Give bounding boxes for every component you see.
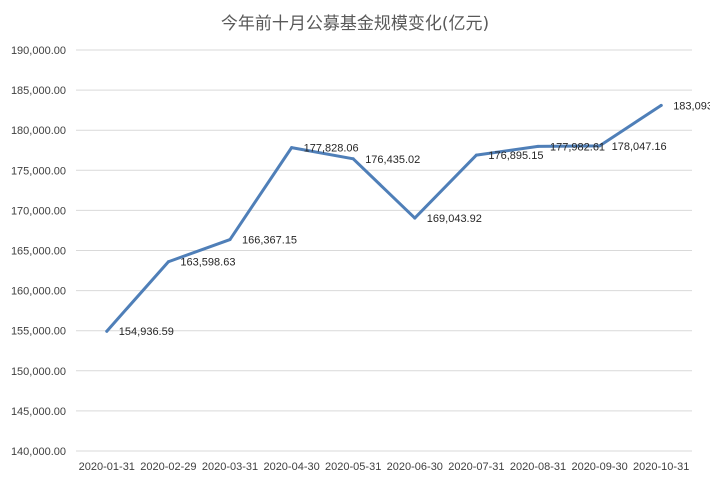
data-label: 163,598.63 [180,257,235,269]
x-tick-label: 2020-05-31 [325,461,381,473]
y-tick-label: 150,000.00 [11,366,66,378]
x-tick-label: 2020-02-29 [140,461,196,473]
data-label: 183,093.10 [673,100,710,112]
data-point [228,238,232,242]
x-tick-label: 2020-01-31 [79,461,135,473]
x-tick-label: 2020-04-30 [263,461,319,473]
y-tick-label: 140,000.00 [11,446,66,458]
series-line [105,103,663,333]
y-tick-label: 165,000.00 [11,246,66,258]
y-tick-label: 170,000.00 [11,205,66,217]
data-point [166,260,170,264]
data-point [474,153,478,157]
y-tick-label: 180,000.00 [11,125,66,137]
data-point [536,144,540,148]
x-tick-label: 2020-07-31 [448,461,504,473]
data-label: 176,895.15 [488,150,543,162]
y-tick-label: 160,000.00 [11,286,66,298]
series-layer [105,103,663,333]
y-tick-label: 185,000.00 [11,85,66,97]
y-tick-label: 190,000.00 [11,45,66,57]
data-point [598,144,602,148]
data-labels: 154,936.59 163,598.63 166,367.15 177,828.06… [119,100,710,338]
x-tick-label: 2020-08-31 [510,461,566,473]
y-tick-label: 145,000.00 [11,406,66,418]
data-point [105,329,109,333]
y-tick-label: 155,000.00 [11,326,66,338]
x-tick-label: 2020-10-31 [633,461,689,473]
data-label: 178,047.16 [612,141,667,153]
data-label: 177,982.61 [550,141,605,153]
x-tick-label: 2020-09-30 [571,461,627,473]
x-tick-label: 2020-06-30 [387,461,443,473]
data-point [413,216,417,220]
data-point [290,146,294,150]
data-label: 154,936.59 [119,326,174,338]
data-point [351,157,355,161]
chart-title: 今年前十月公募基金规模变化(亿元) [221,14,489,34]
data-point [659,103,663,107]
y-axis-ticks: 140,000.00 145,000.00 150,000.00 155,000.00… [11,45,66,458]
x-tick-label: 2020-03-31 [202,461,258,473]
data-label: 169,043.92 [427,213,482,225]
gridlines [76,49,692,452]
x-axis-ticks: 2020-01-31 2020-02-29 2020-03-31 2020-04-30… [79,461,690,473]
data-label: 176,435.02 [365,154,420,166]
y-tick-label: 175,000.00 [11,165,66,177]
data-label: 177,828.06 [304,143,359,155]
data-label: 166,367.15 [242,235,297,247]
